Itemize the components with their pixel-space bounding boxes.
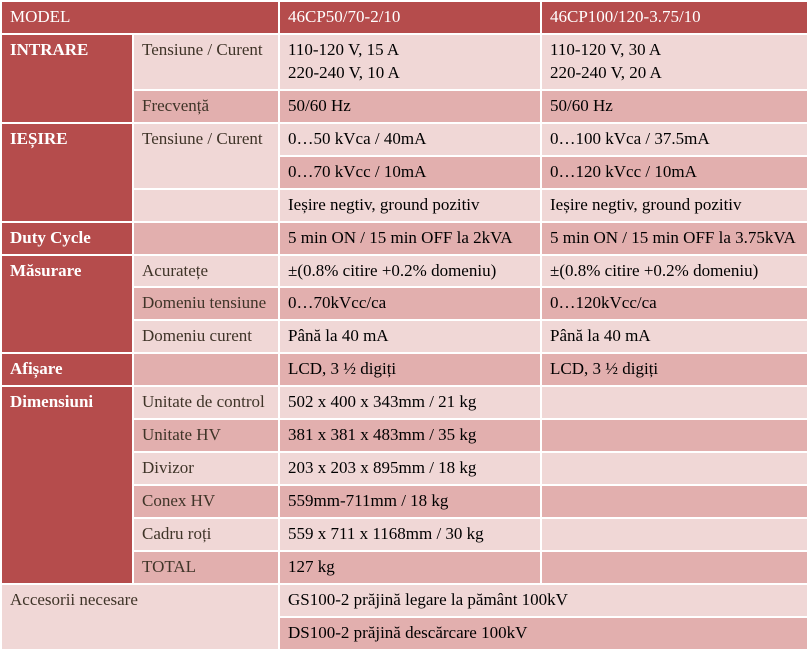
masurare-row1: Măsurare Acuratețe ±(0.8% citire +0.2% d… <box>1 255 807 288</box>
intrare-label: INTRARE <box>1 34 133 123</box>
header-row: MODEL 46CP50/70-2/10 46CP100/120-3.75/10 <box>1 1 807 34</box>
masurare-label: Măsurare <box>1 255 133 354</box>
dim-r2-sub: Unitate HV <box>133 419 279 452</box>
acc-r1: GS100-2 prăjină legare la pământ 100kV <box>279 584 807 617</box>
dim-r2-c4 <box>541 419 807 452</box>
afisare-row: Afișare LCD, 3 ½ digiți LCD, 3 ½ digiți <box>1 353 807 386</box>
dim-r1-c3: 502 x 400 x 343mm / 21 kg <box>279 386 541 419</box>
dim-r4-c3: 559mm-711mm / 18 kg <box>279 485 541 518</box>
masurare-r2-sub: Domeniu tensiune <box>133 287 279 320</box>
iesire-r3-sub <box>133 189 279 222</box>
afisare-c3: LCD, 3 ½ digiți <box>279 353 541 386</box>
masurare-r1-c4: ±(0.8% citire +0.2% domeniu) <box>541 255 807 288</box>
iesire-r3-c4: Ieșire negtiv, ground pozitiv <box>541 189 807 222</box>
duty-sub <box>133 222 279 255</box>
dim-r4-sub: Conex HV <box>133 485 279 518</box>
dim-r5-c4 <box>541 518 807 551</box>
masurare-r1-c3: ±(0.8% citire +0.2% domeniu) <box>279 255 541 288</box>
dim-r1-sub: Unitate de control <box>133 386 279 419</box>
dim-r3-c3: 203 x 203 x 895mm / 18 kg <box>279 452 541 485</box>
duty-label: Duty Cycle <box>1 222 133 255</box>
duty-c3: 5 min ON / 15 min OFF la 2kVA <box>279 222 541 255</box>
iesire-r1-sub: Tensiune / Curent <box>133 123 279 189</box>
header-col4: 46CP100/120-3.75/10 <box>541 1 807 34</box>
masurare-r3-c4: Până la 40 mA <box>541 320 807 353</box>
dim-r1-c4 <box>541 386 807 419</box>
header-model: MODEL <box>1 1 279 34</box>
iesire-r2-c4: 0…120 kVcc / 10mA <box>541 156 807 189</box>
intrare-r2-c4: 50/60 Hz <box>541 90 807 123</box>
iesire-label: IEȘIRE <box>1 123 133 222</box>
dim-r2-c3: 381 x 381 x 483mm / 35 kg <box>279 419 541 452</box>
masurare-r3-sub: Domeniu curent <box>133 320 279 353</box>
dim-r5-c3: 559 x 711 x 1168mm / 30 kg <box>279 518 541 551</box>
iesire-r2-c3: 0…70 kVcc / 10mA <box>279 156 541 189</box>
masurare-r2-c4: 0…120kVcc/ca <box>541 287 807 320</box>
masurare-r3-c3: Până la 40 mA <box>279 320 541 353</box>
intrare-r1-sub: Tensiune / Curent <box>133 34 279 90</box>
header-col3: 46CP50/70-2/10 <box>279 1 541 34</box>
acc-label: Accesorii necesare <box>1 584 279 650</box>
masurare-r1-sub: Acuratețe <box>133 255 279 288</box>
intrare-r1-c4: 110-120 V, 30 A220-240 V, 20 A <box>541 34 807 90</box>
masurare-r2-c3: 0…70kVcc/ca <box>279 287 541 320</box>
duty-c4: 5 min ON / 15 min OFF la 3.75kVA <box>541 222 807 255</box>
dim-r4-c4 <box>541 485 807 518</box>
acc-row1: Accesorii necesare GS100-2 prăjină legar… <box>1 584 807 617</box>
spec-table: MODEL 46CP50/70-2/10 46CP100/120-3.75/10… <box>0 0 807 651</box>
iesire-r3-c3: Ieșire negtiv, ground pozitiv <box>279 189 541 222</box>
iesire-row1: IEȘIRE Tensiune / Curent 0…50 kVca / 40m… <box>1 123 807 156</box>
afisare-c4: LCD, 3 ½ digiți <box>541 353 807 386</box>
dim-label: Dimensiuni <box>1 386 133 584</box>
intrare-r2-sub: Frecvență <box>133 90 279 123</box>
iesire-r1-c3: 0…50 kVca / 40mA <box>279 123 541 156</box>
dim-r3-c4 <box>541 452 807 485</box>
afisare-label: Afișare <box>1 353 133 386</box>
dim-r6-sub: TOTAL <box>133 551 279 584</box>
acc-r2: DS100-2 prăjină descărcare 100kV <box>279 617 807 650</box>
intrare-r2-c3: 50/60 Hz <box>279 90 541 123</box>
afisare-sub <box>133 353 279 386</box>
dim-row1: Dimensiuni Unitate de control 502 x 400 … <box>1 386 807 419</box>
dim-r3-sub: Divizor <box>133 452 279 485</box>
dim-r6-c3: 127 kg <box>279 551 541 584</box>
dim-r5-sub: Cadru roți <box>133 518 279 551</box>
intrare-row1: INTRARE Tensiune / Curent 110-120 V, 15 … <box>1 34 807 90</box>
duty-row: Duty Cycle 5 min ON / 15 min OFF la 2kVA… <box>1 222 807 255</box>
intrare-r1-c3: 110-120 V, 15 A220-240 V, 10 A <box>279 34 541 90</box>
iesire-r1-c4: 0…100 kVca / 37.5mA <box>541 123 807 156</box>
dim-r6-c4 <box>541 551 807 584</box>
